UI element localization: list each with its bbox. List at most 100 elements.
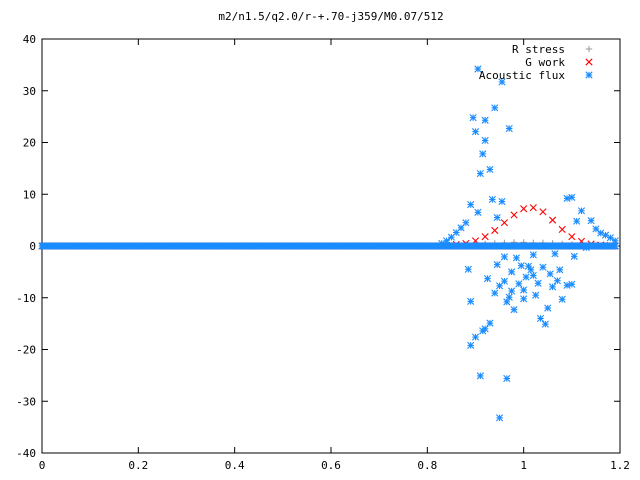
data-point <box>539 263 547 271</box>
data-point <box>491 104 499 112</box>
data-marks <box>38 65 619 422</box>
data-point <box>462 219 470 227</box>
data-point <box>464 265 472 273</box>
data-point <box>568 193 576 201</box>
data-point <box>495 282 504 290</box>
data-point <box>587 217 595 225</box>
data-point <box>467 201 475 209</box>
data-point <box>486 165 494 173</box>
data-point <box>447 233 456 241</box>
y-tick-label: 30 <box>23 85 36 98</box>
data-point <box>481 233 489 241</box>
x-tick-label: 0.4 <box>225 459 245 472</box>
data-point <box>558 225 566 234</box>
y-tick-label: 10 <box>23 188 36 201</box>
data-point <box>481 136 489 145</box>
data-point <box>515 280 523 288</box>
data-point <box>505 293 513 301</box>
data-point <box>500 219 508 227</box>
data-point <box>495 414 504 422</box>
data-point <box>508 268 516 276</box>
data-point <box>476 169 484 178</box>
data-point <box>471 128 480 136</box>
data-point <box>503 374 511 383</box>
data-point <box>570 252 578 260</box>
data-point <box>500 253 508 261</box>
chart-title: m2/n1.5/q2.0/r-+.70-j359/M0.07/512 <box>218 10 443 23</box>
data-point <box>471 333 480 341</box>
x-tick-label: 0.2 <box>128 459 148 472</box>
y-tick-label: -10 <box>16 292 36 305</box>
x-tick-label: 0.6 <box>321 459 341 472</box>
data-point <box>597 229 605 237</box>
legend-label: Acoustic flux <box>479 69 565 82</box>
legend-marker <box>585 71 593 79</box>
y-tick-label: 20 <box>23 137 36 150</box>
data-point <box>520 295 528 303</box>
data-point <box>582 243 590 252</box>
data-point <box>486 319 494 327</box>
data-point <box>573 217 581 225</box>
data-point <box>544 304 552 312</box>
data-point <box>479 150 487 158</box>
data-point <box>498 197 506 206</box>
data-point <box>493 213 501 222</box>
data-point <box>510 306 518 314</box>
data-point <box>493 261 501 269</box>
data-point <box>500 277 508 285</box>
data-point <box>469 114 477 122</box>
data-point <box>498 78 506 86</box>
data-point <box>548 283 557 291</box>
data-point <box>481 325 489 333</box>
data-point <box>512 254 521 262</box>
data-point <box>568 233 576 241</box>
data-point <box>474 65 482 73</box>
data-point <box>520 286 528 294</box>
data-point <box>488 195 496 204</box>
data-point <box>536 314 545 323</box>
data-point <box>529 271 537 280</box>
legend-marker <box>585 45 593 53</box>
data-point <box>553 277 561 285</box>
y-tick-label: -20 <box>16 344 36 357</box>
x-tick-label: 0 <box>39 459 46 472</box>
data-point <box>546 270 554 278</box>
data-point <box>467 297 475 305</box>
data-point <box>476 372 484 380</box>
data-point <box>558 295 566 303</box>
data-point <box>467 341 475 349</box>
y-tick-label: -40 <box>16 447 36 460</box>
data-point <box>534 279 542 287</box>
data-point <box>510 211 518 219</box>
data-point <box>551 250 559 258</box>
x-tick-label: 0.8 <box>417 459 437 472</box>
data-point <box>568 280 576 288</box>
legend-marker <box>585 58 593 66</box>
axis-ticks: 0 0.2 0.4 0.6 0.8 1 1.2 40 30 20 10 0 -10 -20 -30 -40 <box>16 33 630 472</box>
legend-label: G work <box>525 56 565 69</box>
data-point <box>532 291 540 299</box>
data-point <box>539 208 547 216</box>
data-point <box>541 320 549 328</box>
legend-label: R stress <box>512 43 565 56</box>
data-point <box>529 251 537 259</box>
data-point <box>481 116 489 124</box>
x-tick-label: 1 <box>520 459 527 472</box>
data-point <box>529 204 537 212</box>
series-2 <box>38 65 619 422</box>
data-point <box>556 266 564 274</box>
data-point <box>548 216 557 224</box>
data-point <box>577 207 586 215</box>
data-point <box>520 205 528 213</box>
data-point <box>611 237 619 245</box>
y-tick-label: -30 <box>16 395 36 408</box>
data-point <box>443 237 451 245</box>
data-point <box>517 262 525 270</box>
data-point <box>491 226 499 235</box>
data-point <box>505 124 513 133</box>
x-tick-label: 1.2 <box>610 459 630 472</box>
y-tick-label: 0 <box>29 240 36 253</box>
data-point <box>508 287 516 295</box>
